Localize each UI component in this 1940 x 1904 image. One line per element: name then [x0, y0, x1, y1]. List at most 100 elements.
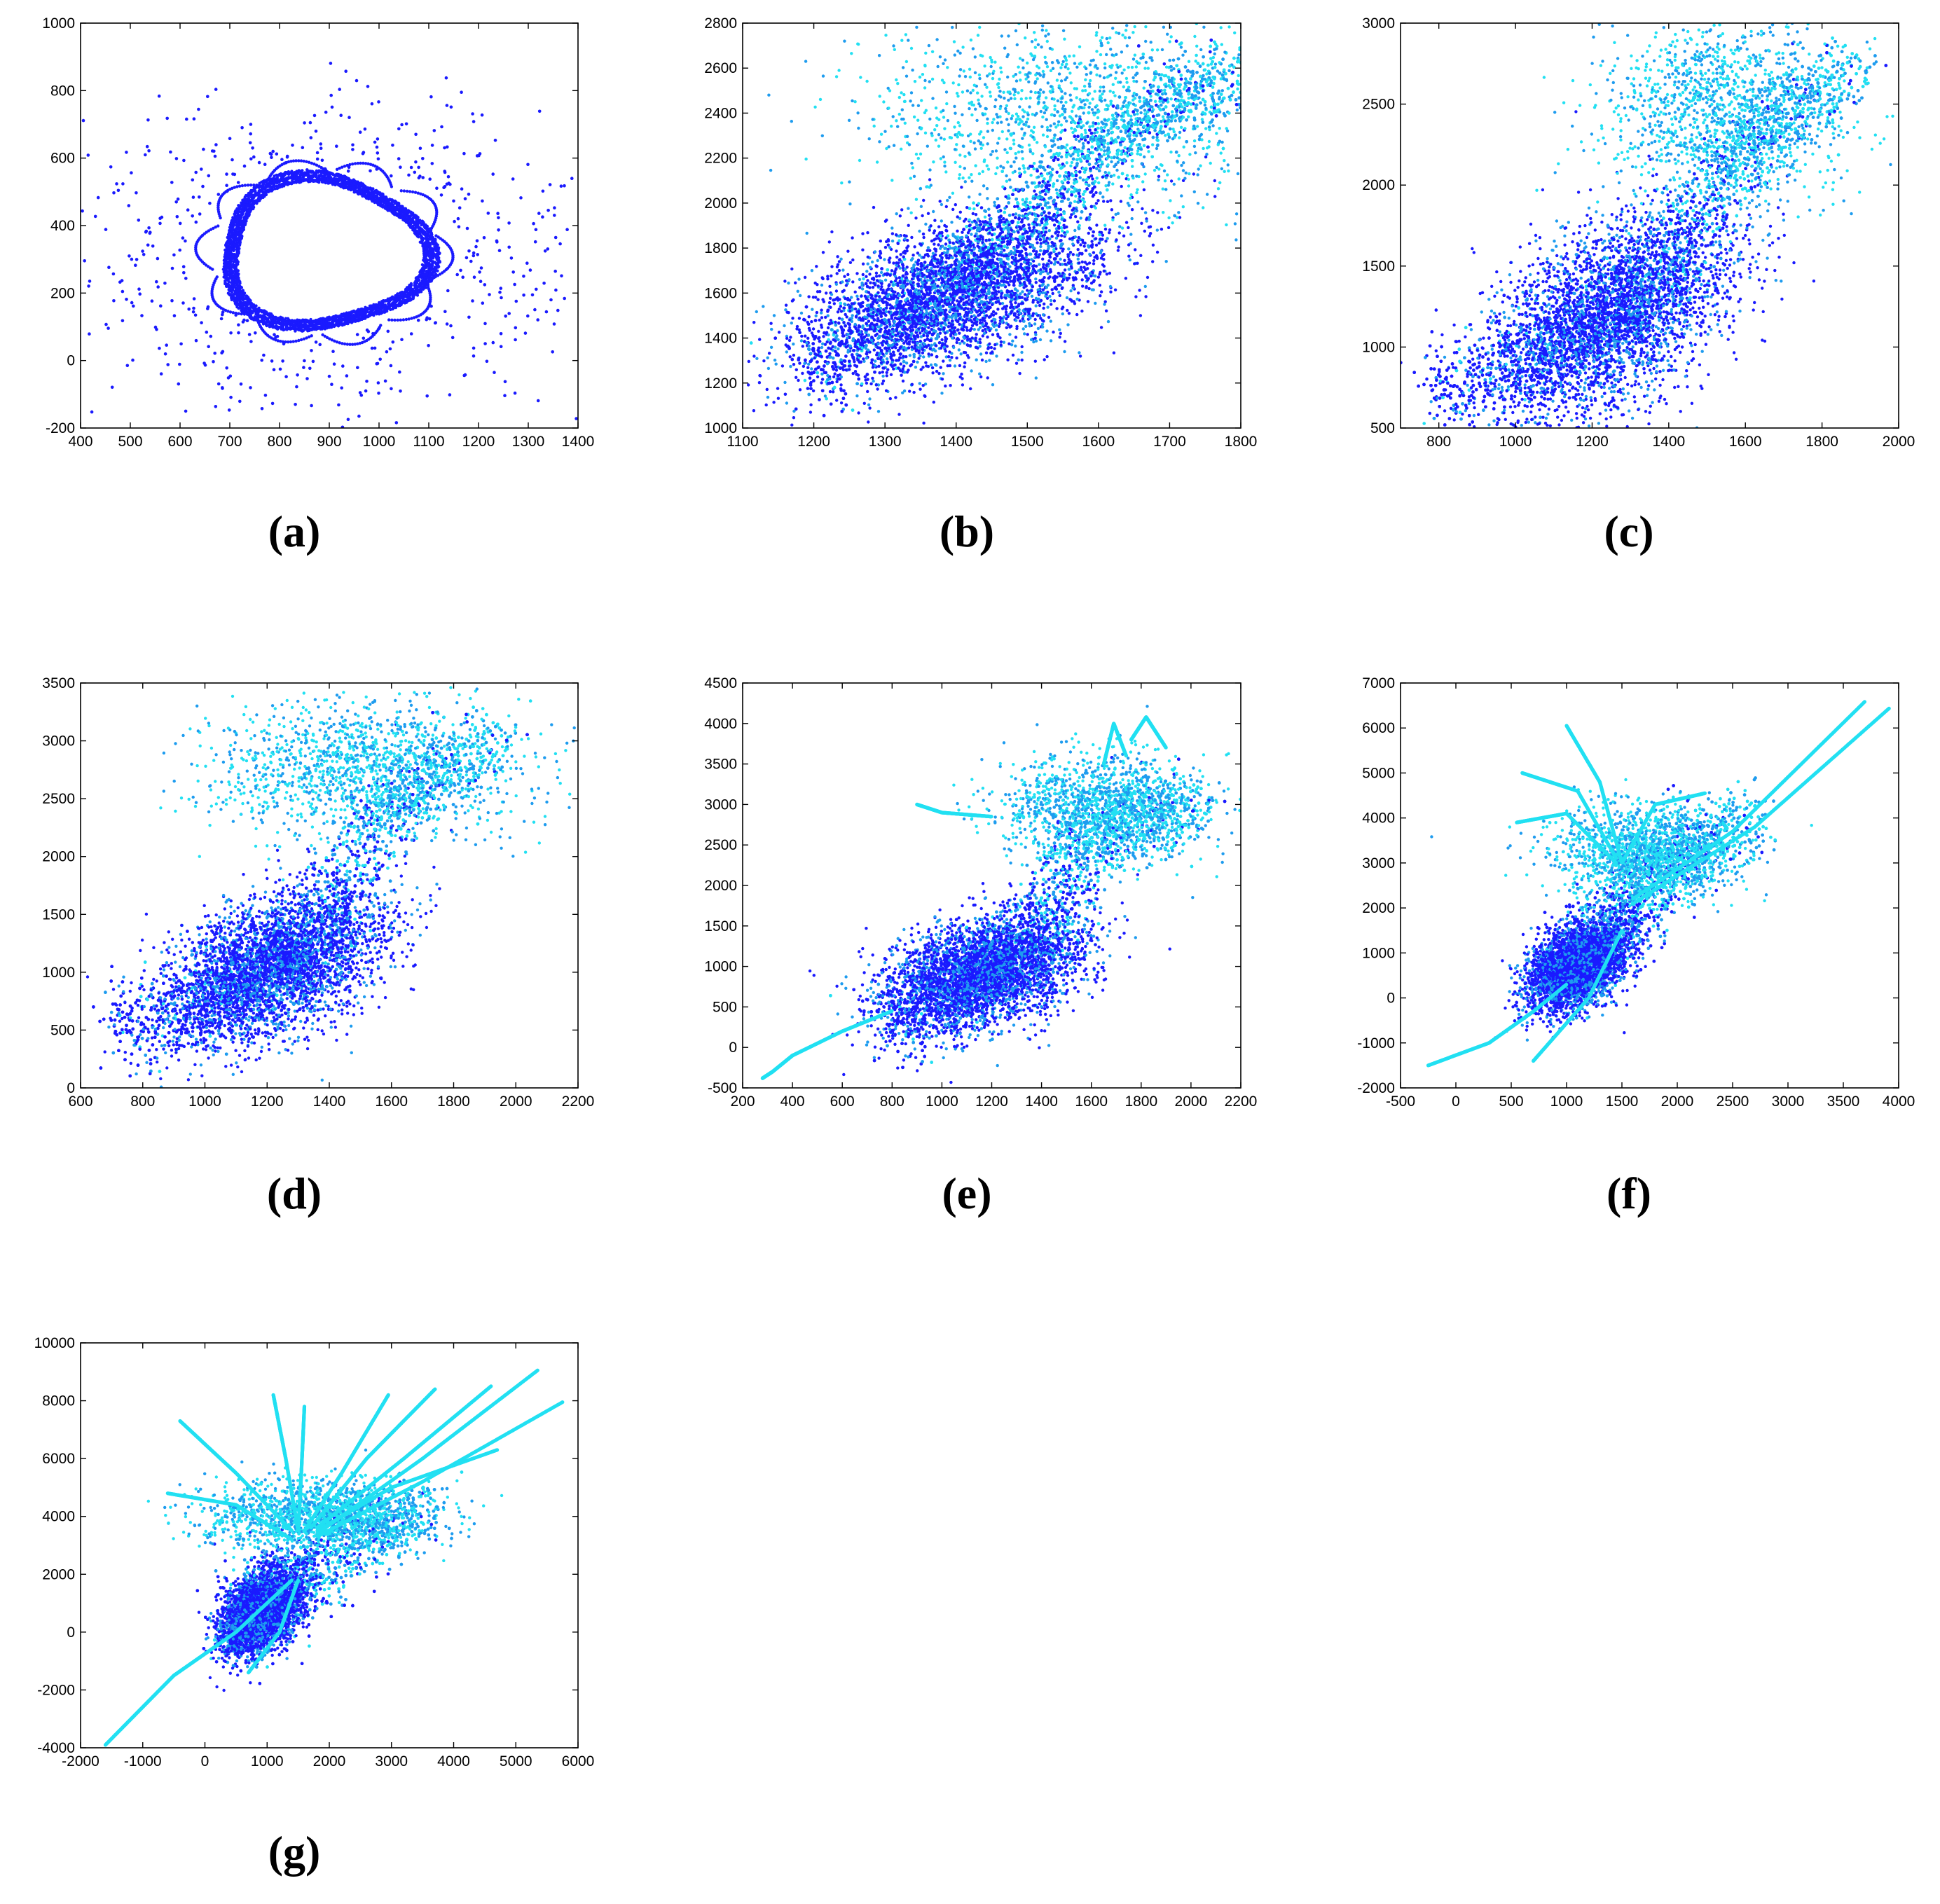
- data-point: [112, 299, 116, 303]
- data-point: [270, 156, 273, 159]
- data-point: [1195, 54, 1198, 57]
- data-point: [535, 228, 538, 232]
- data-point: [1048, 184, 1052, 187]
- data-point: [173, 314, 177, 317]
- data-point: [329, 62, 333, 65]
- data-point: [434, 234, 437, 237]
- data-point: [500, 332, 503, 336]
- data-point: [1227, 69, 1231, 73]
- data-point: [142, 253, 146, 256]
- data-point: [410, 282, 413, 285]
- data-point: [860, 382, 864, 386]
- data-point: [479, 152, 482, 156]
- data-point: [563, 297, 566, 301]
- data-point: [378, 326, 381, 330]
- data-point: [249, 142, 252, 145]
- data-point: [389, 347, 392, 351]
- data-point: [286, 155, 289, 158]
- data-point: [359, 130, 362, 134]
- data-point: [473, 275, 476, 279]
- data-point: [158, 347, 161, 350]
- data-point: [452, 200, 455, 203]
- data-point: [442, 186, 446, 190]
- data-point: [1082, 179, 1085, 182]
- data-point: [553, 206, 556, 209]
- data-point: [112, 273, 116, 276]
- data-point: [526, 315, 530, 318]
- data-point: [445, 76, 448, 80]
- data-point: [170, 181, 174, 184]
- data-point: [146, 244, 150, 247]
- data-point: [275, 153, 279, 156]
- axes-frame: [81, 23, 578, 428]
- data-point: [308, 161, 310, 164]
- data-point: [128, 204, 131, 207]
- data-point: [1051, 167, 1054, 171]
- data-point: [410, 332, 413, 336]
- data-point: [156, 257, 160, 261]
- data-point: [446, 289, 450, 293]
- data-point: [472, 251, 476, 255]
- data-point: [335, 144, 338, 148]
- data-point: [529, 268, 532, 272]
- data-point: [491, 172, 495, 176]
- y-tick-label: 200: [50, 285, 75, 301]
- data-point: [147, 226, 151, 230]
- data-point: [554, 236, 558, 240]
- data-point: [400, 338, 404, 342]
- y-tick-label: 0: [67, 353, 75, 369]
- data-point: [542, 190, 545, 193]
- data-point: [371, 347, 374, 350]
- data-point: [487, 212, 490, 215]
- data-point: [135, 258, 139, 261]
- data-point: [418, 177, 421, 180]
- data-point: [397, 157, 401, 160]
- data-point: [411, 191, 414, 193]
- data-point: [546, 247, 550, 251]
- scatter-points: [747, 22, 1242, 427]
- data-point: [134, 263, 137, 267]
- data-point: [273, 333, 276, 336]
- data-point: [500, 296, 503, 300]
- data-point: [408, 190, 411, 193]
- data-point: [191, 214, 194, 218]
- data-point: [337, 403, 340, 407]
- data-point: [242, 298, 245, 301]
- data-point: [448, 393, 452, 396]
- data-point: [373, 141, 377, 144]
- data-point: [378, 358, 382, 361]
- data-point: [479, 280, 483, 283]
- data-point: [364, 127, 367, 131]
- data-point: [194, 314, 198, 317]
- data-point: [234, 314, 238, 317]
- data-point: [504, 380, 507, 384]
- data-point: [458, 226, 461, 229]
- data-point: [125, 151, 128, 154]
- data-point: [187, 308, 191, 311]
- data-point: [131, 359, 135, 362]
- data-point: [453, 220, 456, 223]
- data-point: [217, 382, 221, 386]
- data-point: [171, 267, 174, 270]
- data-point: [228, 137, 232, 141]
- data-point: [472, 347, 476, 350]
- data-point: [515, 300, 518, 303]
- data-point: [294, 340, 297, 343]
- data-point: [553, 322, 556, 326]
- data-point: [449, 324, 453, 328]
- data-point: [229, 310, 232, 313]
- x-tick-label: 1100: [413, 434, 444, 450]
- data-point: [428, 177, 432, 181]
- data-point: [200, 167, 203, 171]
- data-point: [198, 212, 202, 216]
- data-point: [493, 371, 496, 374]
- data-point: [197, 108, 200, 111]
- data-point: [483, 322, 487, 326]
- data-point: [377, 100, 380, 104]
- data-point: [514, 326, 518, 330]
- data-point: [238, 185, 241, 188]
- data-point: [385, 350, 389, 354]
- data-point: [440, 193, 443, 197]
- panel-caption: (a): [268, 506, 321, 556]
- data-point: [316, 158, 319, 161]
